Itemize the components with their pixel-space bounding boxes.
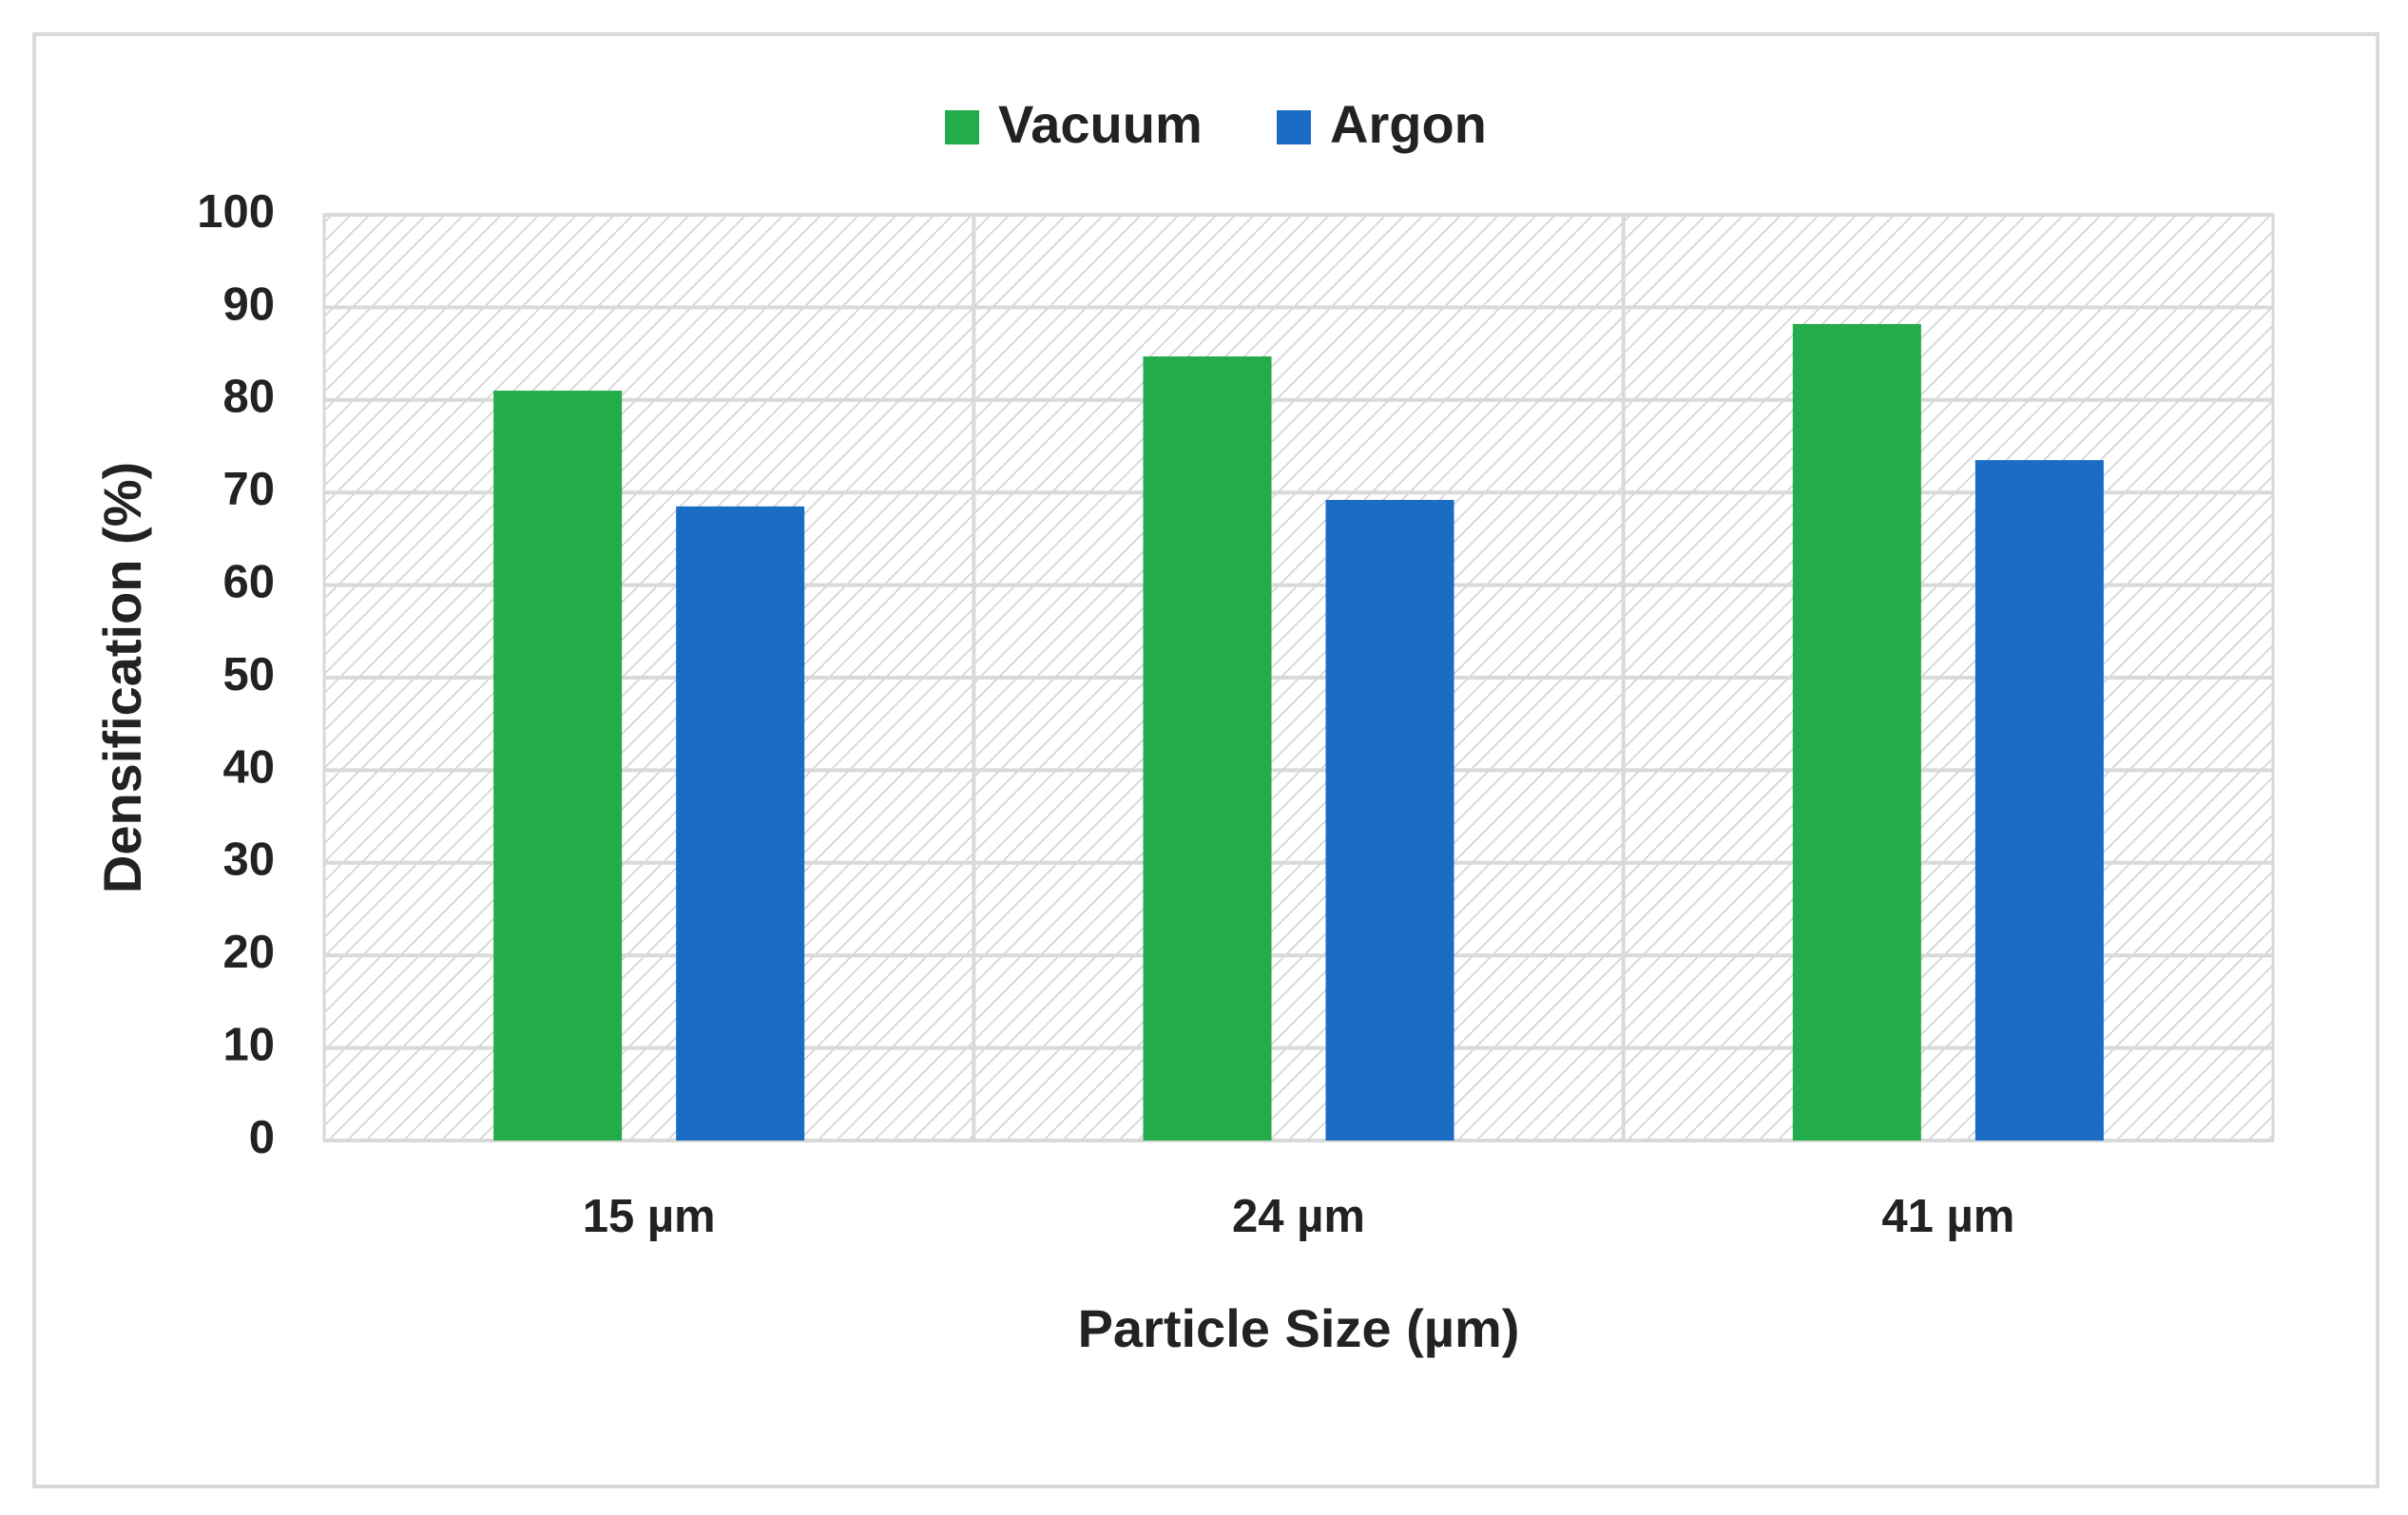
x-tick-label: 41 µm [1881,1191,2014,1242]
y-tick-label: 100 [197,186,275,238]
legend-swatch [1277,110,1311,144]
y-tick-label: 20 [222,927,275,978]
y-tick-label: 30 [222,834,275,886]
bar [1792,323,1921,1141]
bar [1143,356,1272,1141]
legend-label: Argon [1330,94,1487,154]
y-tick-label: 0 [249,1112,275,1163]
y-axis-title: Densification (%) [92,462,152,893]
y-tick-label: 10 [222,1020,275,1071]
x-tick-label: 15 µm [583,1191,716,1242]
bar [493,391,623,1141]
bar [1325,499,1454,1141]
y-tick-label: 80 [222,372,275,423]
x-axis-title: Particle Size (µm) [1078,1298,1520,1358]
y-tick-label: 60 [222,557,275,608]
y-tick-label: 70 [222,464,275,515]
bar [676,506,805,1141]
x-tick-label: 24 µm [1232,1191,1365,1242]
bar [1975,460,2104,1141]
legend-label: Vacuum [998,94,1203,154]
y-tick-label: 50 [222,649,275,700]
y-tick-label: 40 [222,741,275,793]
legend-swatch [945,110,979,144]
y-tick-label: 90 [222,278,275,330]
